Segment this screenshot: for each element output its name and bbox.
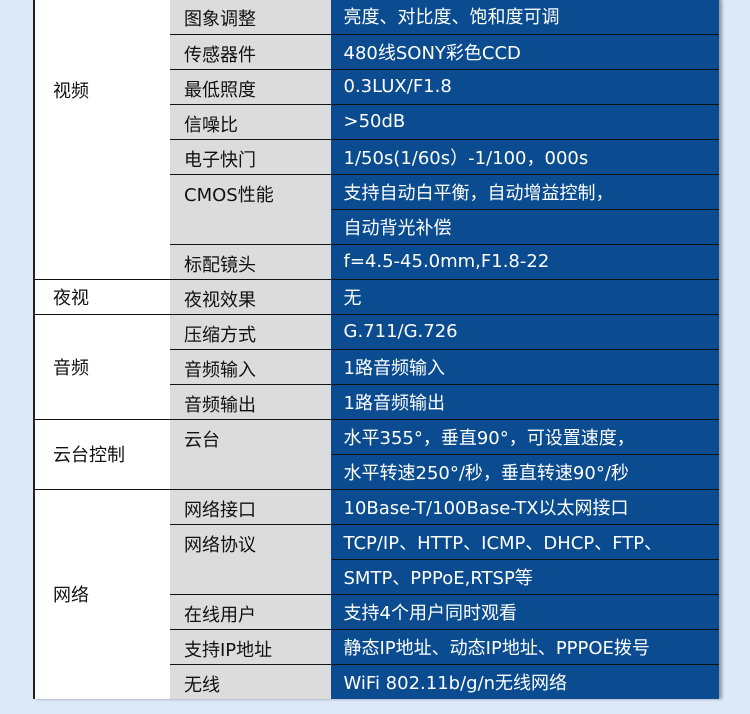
spec-name: 云台 (170, 418, 331, 489)
spec-value: f=4.5-45.0mm,F1.8-22 (330, 243, 719, 279)
spec-name: 无线 (170, 663, 331, 699)
spec-value: 480线SONY彩色CCD (330, 33, 719, 69)
group-label: 夜视 (33, 278, 170, 314)
table-row: 电子快门 1/50s(1/60s）-1/100，000s (34, 138, 719, 174)
table-row: 传感器件 480线SONY彩色CCD (34, 33, 719, 69)
spec-value: 静态IP地址、动态IP地址、PPPOE拨号 (330, 628, 719, 664)
spec-name: 网络协议 (170, 523, 331, 594)
spec-name: 支持IP地址 (170, 628, 331, 664)
spec-table: 视频 图象调整 亮度、对比度、饱和度可调 传感器件 480线SONY彩色CCD 最低照度 0… (33, 0, 719, 699)
spec-value: 支持4个用户同时观看 (330, 593, 719, 629)
table-row: 视频 图象调整 亮度、对比度、饱和度可调 (33, 0, 719, 279)
spec-value: G.711/G.726 (330, 313, 719, 349)
table-row: 音频 压缩方式 G.711/G.726 (33, 313, 719, 419)
spec-value: 自动背光补偿 (330, 208, 719, 244)
group-label: 视频 (33, 0, 170, 279)
table-row: SMTP、PPPoE,RTSP等 (34, 558, 719, 594)
table-row: 夜视 夜视效果无 (33, 278, 719, 314)
table-row: CMOS性能 支持自动白平衡，自动增益控制， (34, 173, 719, 244)
spec-value: 1路音频输入 (330, 348, 719, 384)
spec-name: 图象调整 (170, 0, 331, 34)
spec-value: TCP/IP、HTTP、ICMP、DHCP、FTP、 (330, 523, 719, 559)
spec-name: 标配镜头 (170, 243, 331, 279)
spec-name: CMOS性能 (170, 173, 331, 244)
table-row: 支持IP地址 静态IP地址、动态IP地址、PPPOE拨号 (34, 628, 719, 664)
table-row: 云台控制 云台 水平355°，垂直90°，可设置速度， (33, 418, 719, 489)
spec-value: WiFi 802.11b/g/n无线网络 (330, 663, 719, 699)
table-row: 网络协议 TCP/IP、HTTP、ICMP、DHCP、FTP、 (34, 523, 719, 594)
spec-value: 水平355°，垂直90°，可设置速度， (330, 418, 719, 454)
spec-value: 1路音频输出 (330, 383, 719, 419)
spec-name: 压缩方式 (170, 313, 331, 349)
spec-value: >50dB (330, 103, 719, 139)
spec-name: 音频输出 (170, 383, 331, 419)
spec-value: 支持自动白平衡，自动增益控制， (330, 173, 719, 209)
spec-value: 10Base-T/100Base-TX以太网接口 (330, 488, 719, 524)
table-row: 无线 WiFi 802.11b/g/n无线网络 (34, 663, 719, 699)
table-row: 在线用户 支持4个用户同时观看 (34, 593, 719, 629)
spec-name: 电子快门 (170, 138, 331, 174)
table-row: 标配镜头 f=4.5-45.0mm,F1.8-22 (34, 243, 719, 279)
table-row: 最低照度 0.3LUX/F1.8 (34, 68, 719, 104)
spec-value: 亮度、对比度、饱和度可调 (330, 0, 719, 34)
spec-name: 信噪比 (170, 103, 331, 139)
table-row: 音频输入 1路音频输入 (34, 348, 719, 384)
spec-value: SMTP、PPPoE,RTSP等 (330, 558, 719, 594)
spec-value: 无 (330, 278, 719, 314)
spec-name: 在线用户 (170, 593, 331, 629)
group-label: 云台控制 (33, 418, 170, 489)
spec-name: 网络接口 (170, 488, 331, 524)
table-row: 自动背光补偿 (34, 208, 719, 244)
spec-value: 1/50s(1/60s）-1/100，000s (330, 138, 719, 174)
spec-name: 传感器件 (170, 33, 331, 69)
group-label: 音频 (33, 313, 170, 419)
spec-value: 水平转速250°/秒，垂直转速90°/秒 (330, 453, 719, 489)
spec-table-container: 视频 图象调整 亮度、对比度、饱和度可调 传感器件 480线SONY彩色CCD 最低照度 0… (33, 0, 719, 699)
spec-name: 最低照度 (170, 68, 331, 104)
table-row: 水平转速250°/秒，垂直转速90°/秒 (34, 453, 719, 489)
table-row: 音频输出 1路音频输出 (34, 383, 719, 419)
spec-name: 音频输入 (170, 348, 331, 384)
table-row: 网络 网络接口 10Base-T/100Base-TX以太网接口 (33, 488, 719, 699)
group-label: 网络 (33, 488, 170, 699)
spec-value: 0.3LUX/F1.8 (330, 68, 719, 104)
table-row: 信噪比 >50dB (34, 103, 719, 139)
spec-name: 夜视效果 (170, 278, 331, 314)
